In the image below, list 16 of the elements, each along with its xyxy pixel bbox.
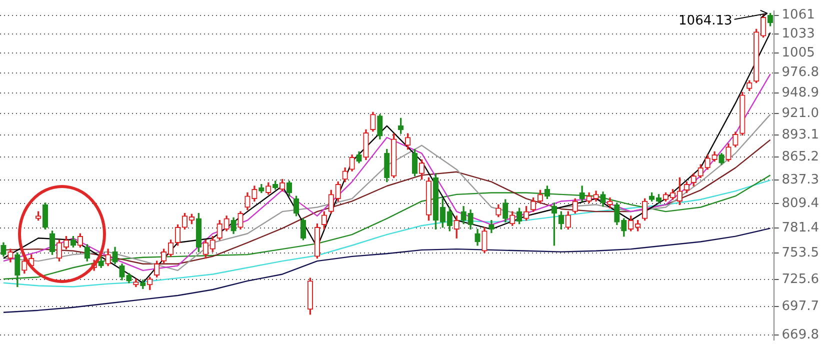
annotation: 1064.13 [678,14,732,29]
y-tick-label: 865.2 [782,150,819,165]
y-tick-label: 1033 [782,26,815,42]
y-tick-label: 893.1 [782,127,819,142]
y-tick-label: 1005 [782,45,815,60]
y-tick-label: 837.3 [782,172,819,188]
y-tick-label: 753.5 [782,246,819,261]
y-tick-label: 948.9 [782,85,819,100]
y-tick-label: 781.4 [782,220,819,236]
y-tick-label: 921.0 [782,106,819,122]
y-tick-label: 809.4 [782,196,819,211]
y-tick-label: 725.6 [782,272,819,287]
y-tick-label: 697.7 [782,299,819,314]
y-tick-label: 976.8 [782,65,819,80]
y-tick-label: 669.8 [782,327,819,342]
y-tick-label: 1061 [782,8,815,23]
